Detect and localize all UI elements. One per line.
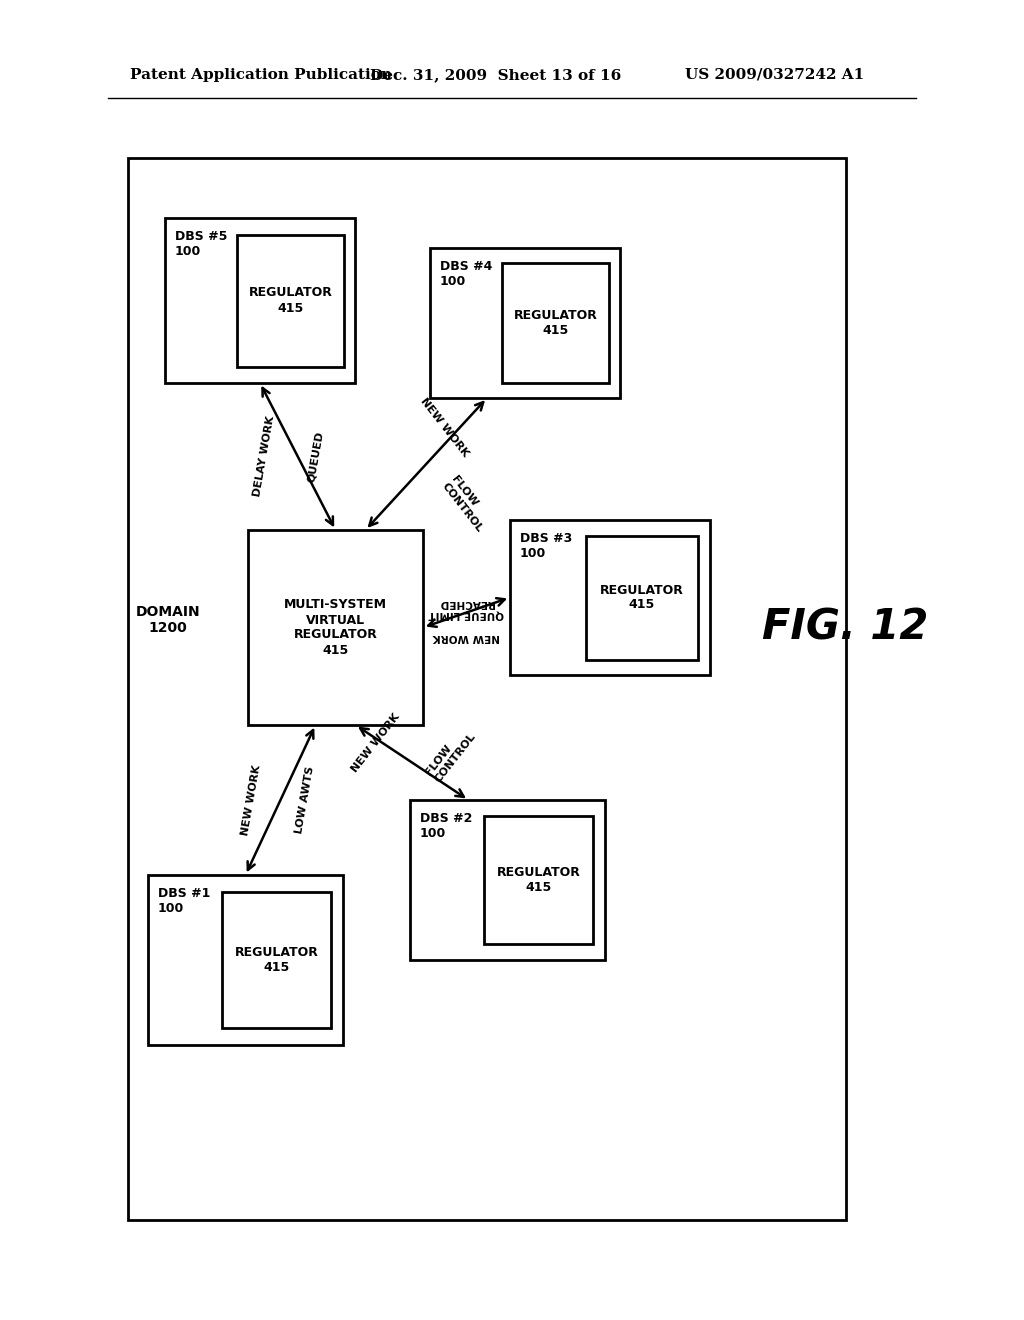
Text: DOMAIN
1200: DOMAIN 1200 [136, 605, 201, 635]
Text: REGULATOR
415: REGULATOR 415 [497, 866, 581, 894]
Text: FLOW
CONTROL: FLOW CONTROL [424, 725, 477, 784]
Text: US 2009/0327242 A1: US 2009/0327242 A1 [685, 69, 864, 82]
Bar [128, 158, 846, 1220]
Text: QUEUE LIMIT
REACHED: QUEUE LIMIT REACHED [429, 598, 504, 619]
Bar [248, 531, 423, 725]
Bar [238, 235, 344, 367]
Bar [165, 218, 355, 383]
Bar [148, 875, 343, 1045]
Text: NEW WORK: NEW WORK [350, 711, 402, 774]
Text: DBS #1
100: DBS #1 100 [158, 887, 210, 915]
Bar [430, 248, 620, 399]
Text: QUEUED: QUEUED [306, 430, 325, 483]
Text: FLOW
CONTROL: FLOW CONTROL [440, 474, 494, 535]
Text: REGULATOR
415: REGULATOR 415 [249, 286, 333, 314]
Text: FIG. 12: FIG. 12 [762, 607, 928, 649]
Text: Dec. 31, 2009  Sheet 13 of 16: Dec. 31, 2009 Sheet 13 of 16 [370, 69, 622, 82]
Text: NEW WORK: NEW WORK [241, 764, 262, 836]
Text: Patent Application Publication: Patent Application Publication [130, 69, 392, 82]
Text: LOW AWTS: LOW AWTS [295, 766, 316, 834]
Text: DBS #2
100: DBS #2 100 [420, 812, 472, 840]
Text: DBS #5
100: DBS #5 100 [175, 230, 227, 257]
Bar [410, 800, 605, 960]
Text: REGULATOR
415: REGULATOR 415 [600, 583, 684, 611]
Bar [502, 263, 608, 383]
Text: DBS #4
100: DBS #4 100 [440, 260, 493, 288]
Text: NEW WORK: NEW WORK [433, 632, 500, 643]
Bar [222, 892, 332, 1028]
Text: REGULATOR
415: REGULATOR 415 [513, 309, 597, 337]
Text: NEW WORK: NEW WORK [418, 396, 470, 459]
Text: REGULATOR
415: REGULATOR 415 [234, 946, 318, 974]
Text: DELAY WORK: DELAY WORK [252, 416, 275, 498]
Bar [510, 520, 710, 675]
Bar [586, 536, 698, 660]
Text: DBS #3
100: DBS #3 100 [520, 532, 572, 560]
Text: MULTI-SYSTEM
VIRTUAL
REGULATOR
415: MULTI-SYSTEM VIRTUAL REGULATOR 415 [284, 598, 387, 656]
Bar [484, 816, 593, 944]
